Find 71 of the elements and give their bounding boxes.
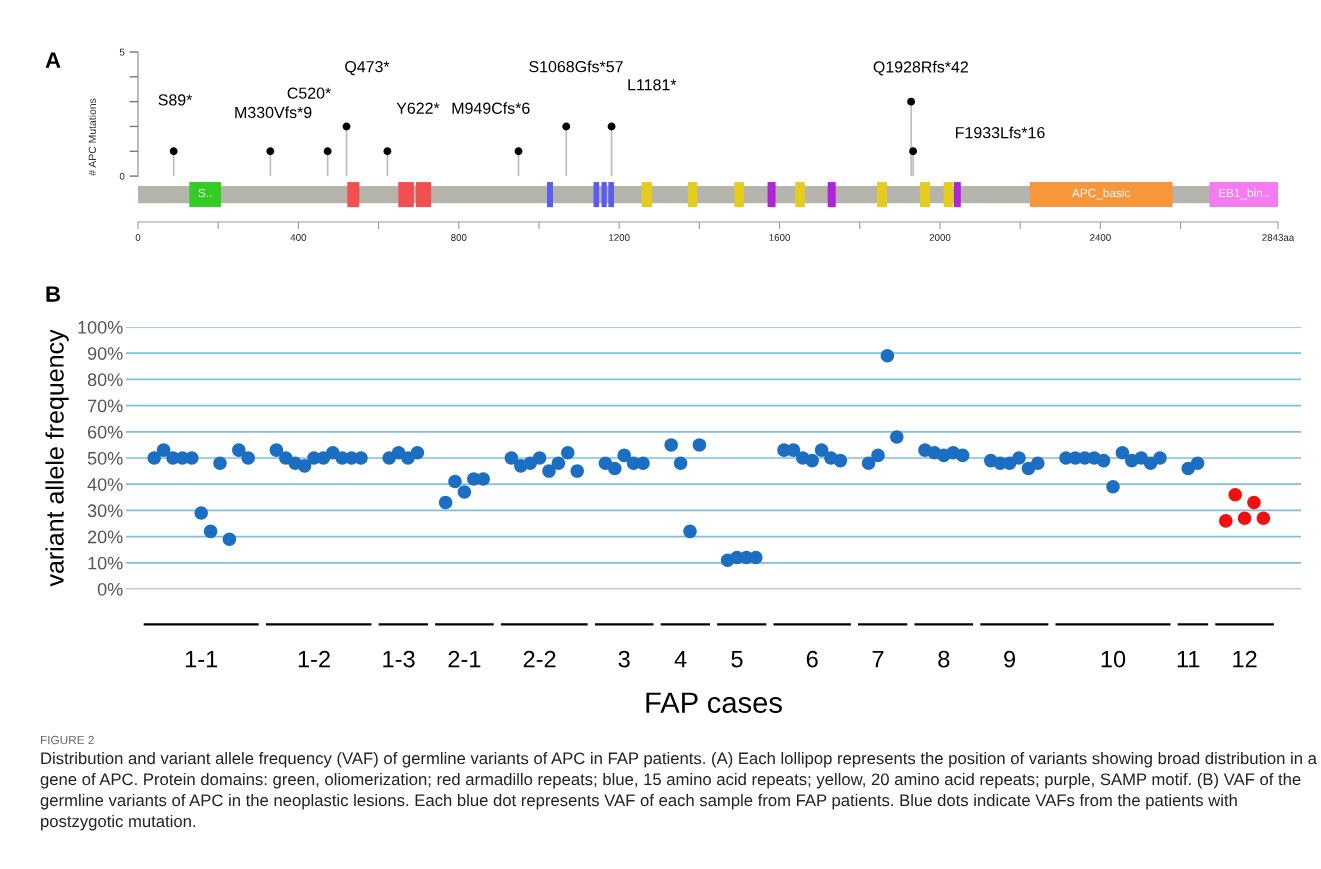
x-tick-label: 2400 <box>1090 234 1111 241</box>
point <box>1219 514 1233 528</box>
point <box>562 122 571 131</box>
x-tick-label: 11 <box>1177 650 1200 668</box>
point <box>1228 487 1242 502</box>
y-axis-title: # APC Mutations <box>88 98 97 176</box>
point <box>383 147 392 156</box>
annotation: L1181* <box>628 79 677 91</box>
point <box>1256 511 1271 526</box>
point <box>1237 511 1252 526</box>
y-tick-label: 50% <box>87 451 123 465</box>
x-tick-label: 2843aa <box>1262 234 1295 241</box>
annotation: F1933Lfs*16 <box>956 126 1045 139</box>
band-label: EB1_bin.. <box>1219 188 1269 200</box>
point <box>514 147 523 156</box>
y-axis-title: variant allele frequency <box>45 329 69 587</box>
point <box>169 147 178 156</box>
x-tick-label: 2000 <box>929 234 951 241</box>
y-tick-label: 70% <box>88 399 123 413</box>
x-tick-label: 8 <box>938 650 950 668</box>
y-tick-label: 90% <box>87 347 123 360</box>
x-tick-label: 1200 <box>609 234 630 241</box>
x-tick-label: 2-2 <box>523 650 556 668</box>
y-tick-label: 20% <box>87 530 123 544</box>
point <box>266 147 275 156</box>
annotation: S89* <box>158 94 193 106</box>
x-tick-label: 1-1 <box>185 650 218 668</box>
x-tick-label: 400 <box>290 234 307 241</box>
y-tick-label: 5 <box>119 48 125 56</box>
caption: FIGURE 2 <box>40 735 94 745</box>
y-tick-label: 80% <box>87 373 123 387</box>
point <box>323 147 332 156</box>
annotation: M330Vfs*9 <box>235 106 312 119</box>
x-axis-title: FAP cases <box>646 692 782 713</box>
text: Distribution and variant allele frequency (VAF) of germline variants of APC in FAP patients. (A) Each lollipop represents the position of variants showing broad distribution in a gene of APC. Protein domains: green, oliomerization; red armadillo repeats; blue, 15 amino acid repeats; yellow, 20 amino acid repeats; purple, SAMP motif. (B) VAF of the germline variants of APC in the neoplastic lesions. Each blue dot represents VAF of each sample from FAP patients. Blue dots indicate VAFs from the patients with postzygotic mutation. <box>40 752 1317 831</box>
y-tick-label: 60% <box>88 425 123 439</box>
x-tick-label: 2-1 <box>448 650 481 668</box>
x-tick-label: 9 <box>1004 650 1016 668</box>
annotation: Q473* <box>345 60 390 76</box>
x-tick-label: 0 <box>135 234 141 241</box>
y-tick-label: 0% <box>97 582 123 596</box>
point <box>907 97 916 106</box>
point <box>607 122 616 131</box>
x-tick-label: 10 <box>1101 650 1126 668</box>
band-label: S.. <box>198 188 212 198</box>
x-tick-label: 6 <box>806 650 818 668</box>
x-tick-label: 5 <box>731 650 743 668</box>
x-tick-label: 12 <box>1233 650 1257 668</box>
point <box>1247 495 1261 510</box>
annotation: S1068Gfs*57 <box>529 60 623 73</box>
x-tick-label: 1600 <box>769 234 791 241</box>
y-tick-label: 100% <box>78 320 123 334</box>
x-tick-label: 7 <box>872 650 884 668</box>
annotation: M949Cfs*6 <box>452 102 530 114</box>
point <box>909 147 918 156</box>
point <box>342 122 351 131</box>
chart-title: B <box>46 286 61 302</box>
chart-title: A <box>45 52 61 68</box>
x-tick-label: 3 <box>618 650 630 668</box>
x-tick-label: 1-3 <box>383 650 415 668</box>
annotation: C520* <box>287 87 331 99</box>
x-tick-label: 800 <box>451 234 467 241</box>
x-tick-label: 4 <box>674 650 687 668</box>
y-tick-label: 0 <box>119 172 125 180</box>
y-tick-label: 40% <box>87 478 123 491</box>
y-tick-label: 30% <box>87 504 123 518</box>
y-tick-label: 10% <box>88 556 123 570</box>
band-label: APC_basic <box>1071 188 1131 200</box>
x-tick-label: 1-2 <box>298 650 330 668</box>
annotation: Q1928Rfs*42 <box>873 60 968 76</box>
annotation: Y622* <box>396 102 440 114</box>
